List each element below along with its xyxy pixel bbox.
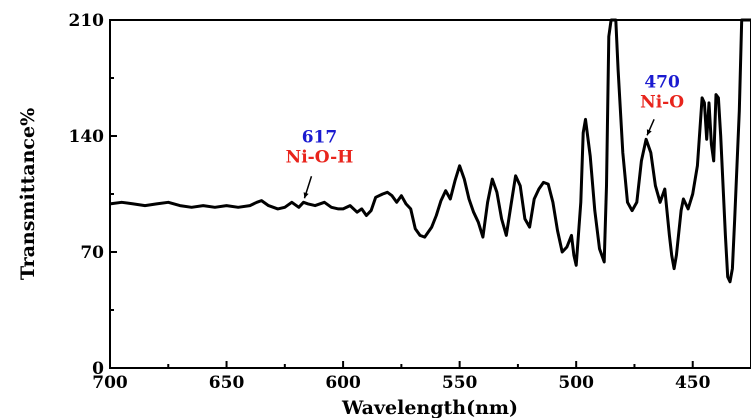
annotation-label: Ni-O (640, 92, 684, 112)
x-tick-label: 700 (92, 373, 128, 393)
annotation-number: 617 (302, 127, 338, 147)
series-line (109, 18, 751, 284)
x-axis: 700 650 600 550 500 450 (92, 361, 711, 393)
x-tick-label: 600 (325, 373, 361, 393)
y-tick-label: 0 (92, 359, 104, 379)
x-tick-label: 550 (442, 373, 478, 393)
y-tick-label: 140 (69, 127, 105, 147)
annotation-label: Ni-O-H (286, 147, 354, 167)
y-axis: 0 70 140 210 (69, 11, 117, 379)
annotation-arrowhead (303, 192, 309, 199)
annotation-number: 470 (644, 72, 680, 92)
y-tick-label: 210 (69, 11, 105, 31)
annotation-arrowhead (646, 129, 652, 136)
x-axis-title: Wavelength(nm) (341, 397, 518, 418)
x-tick-label: 650 (209, 373, 245, 393)
x-tick-label: 500 (558, 373, 594, 393)
y-axis-title: Transmittance% (17, 108, 39, 280)
x-tick-label: 450 (675, 373, 711, 393)
y-tick-label: 70 (80, 243, 104, 263)
